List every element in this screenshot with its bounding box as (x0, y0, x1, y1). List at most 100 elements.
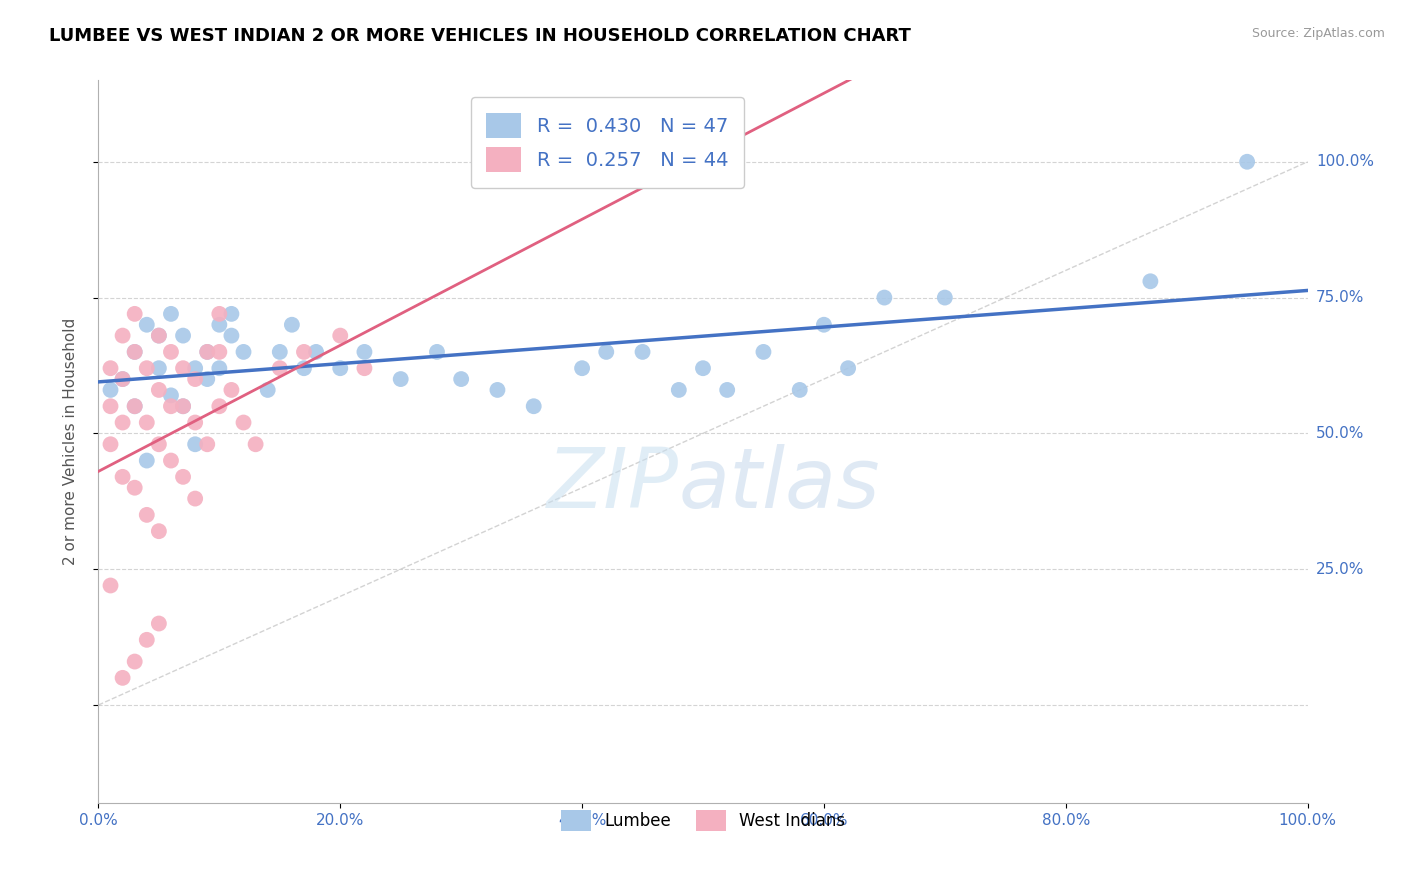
Point (148, 328, 170, 343)
Point (195, 345, 218, 359)
Text: Source: ZipAtlas.com: Source: ZipAtlas.com (1251, 27, 1385, 40)
Point (160, 453, 183, 467)
Point (111, 372, 134, 386)
Point (221, 383, 243, 397)
Point (124, 307, 146, 321)
Point (148, 616, 170, 631)
Point (631, 345, 654, 359)
Text: 100.0%: 100.0% (1316, 154, 1374, 169)
Point (135, 632, 157, 647)
Point (281, 318, 304, 332)
Point (837, 361, 859, 376)
Point (124, 399, 146, 413)
Point (523, 399, 546, 413)
Point (124, 345, 146, 359)
Point (184, 361, 207, 376)
Point (353, 345, 375, 359)
Point (269, 361, 291, 376)
Point (789, 383, 811, 397)
Point (135, 361, 157, 376)
Point (124, 345, 146, 359)
Point (160, 307, 183, 321)
Point (184, 416, 207, 430)
Point (232, 345, 254, 359)
Point (135, 508, 157, 522)
Point (172, 399, 194, 413)
Point (124, 481, 146, 495)
Point (135, 453, 157, 467)
Point (595, 345, 617, 359)
Text: atlas: atlas (679, 444, 880, 525)
Point (329, 361, 352, 376)
Point (135, 318, 157, 332)
Point (172, 399, 194, 413)
Point (124, 655, 146, 669)
Point (571, 361, 593, 376)
Point (148, 361, 170, 376)
Point (160, 399, 183, 413)
Point (269, 345, 291, 359)
Point (100, 437, 122, 451)
Legend: Lumbee, West Indians: Lumbee, West Indians (554, 803, 852, 838)
Point (111, 416, 134, 430)
Point (100, 361, 122, 376)
Point (148, 383, 170, 397)
Point (329, 328, 352, 343)
Point (353, 361, 375, 376)
Point (208, 345, 231, 359)
Point (208, 361, 231, 376)
Point (450, 372, 472, 386)
Point (100, 383, 122, 397)
Point (160, 388, 183, 402)
Point (245, 437, 267, 451)
Point (934, 291, 956, 305)
Point (124, 399, 146, 413)
Point (716, 383, 738, 397)
Point (305, 345, 328, 359)
Point (668, 383, 690, 397)
Point (135, 416, 157, 430)
Point (100, 399, 122, 413)
Point (292, 361, 315, 376)
Y-axis label: 2 or more Vehicles in Household: 2 or more Vehicles in Household (63, 318, 77, 566)
Point (100, 578, 122, 592)
Point (148, 437, 170, 451)
Point (1139, 274, 1161, 288)
Point (1236, 154, 1258, 169)
Text: ZIP: ZIP (547, 444, 679, 525)
Point (232, 416, 254, 430)
Point (813, 318, 835, 332)
Point (486, 383, 509, 397)
Point (111, 328, 134, 343)
Text: 75.0%: 75.0% (1316, 290, 1364, 305)
Point (148, 524, 170, 538)
Point (221, 328, 243, 343)
Point (752, 345, 775, 359)
Point (184, 372, 207, 386)
Point (692, 361, 714, 376)
Point (172, 328, 194, 343)
Point (873, 291, 896, 305)
Point (389, 372, 412, 386)
Point (195, 372, 218, 386)
Point (160, 345, 183, 359)
Point (172, 361, 194, 376)
Point (172, 470, 194, 484)
Point (184, 491, 207, 506)
Point (111, 372, 134, 386)
Point (208, 318, 231, 332)
Point (195, 437, 218, 451)
Point (111, 470, 134, 484)
Point (426, 345, 449, 359)
Text: 50.0%: 50.0% (1316, 425, 1364, 441)
Point (208, 307, 231, 321)
Text: LUMBEE VS WEST INDIAN 2 OR MORE VEHICLES IN HOUSEHOLD CORRELATION CHART: LUMBEE VS WEST INDIAN 2 OR MORE VEHICLES… (49, 27, 911, 45)
Point (195, 345, 218, 359)
Point (111, 671, 134, 685)
Text: 25.0%: 25.0% (1316, 562, 1364, 577)
Point (221, 307, 243, 321)
Point (292, 345, 315, 359)
Point (184, 437, 207, 451)
Point (148, 328, 170, 343)
Point (208, 399, 231, 413)
